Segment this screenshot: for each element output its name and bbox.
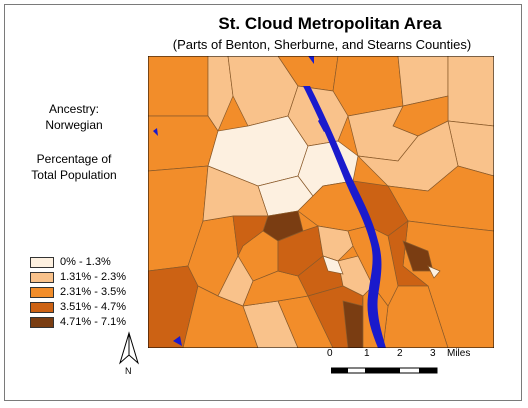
ancestry-heading: Ancestry: (48, 102, 99, 116)
lake (173, 336, 182, 346)
legend-label: 1.31% - 2.3% (60, 271, 127, 283)
scale-tick-label: 3 (430, 348, 436, 359)
scale-unit: Miles (447, 348, 471, 359)
census-tract (447, 56, 494, 127)
legend-item: 2.31% - 3.5% (30, 285, 126, 299)
legend-swatch (30, 316, 54, 328)
census-tract (207, 56, 234, 132)
ancestry-value: Norwegian (45, 118, 103, 132)
legend-swatch (30, 301, 54, 313)
legend-label: 0% - 1.3% (60, 256, 111, 268)
census-tract (148, 56, 209, 117)
legend-item: 0% - 1.3% (30, 255, 126, 269)
legend-label: 2.31% - 3.5% (60, 286, 127, 298)
legend-swatch (30, 271, 54, 283)
ancestry-label: Ancestry: Norwegian (10, 101, 138, 133)
legend: 0% - 1.3% 1.31% - 2.3% 2.31% - 3.5% 3.51… (30, 255, 126, 330)
scale-tick-label: 1 (364, 348, 370, 359)
lake (308, 56, 314, 64)
legend-item: 4.71% - 7.1% (30, 315, 126, 329)
legend-label: 4.71% - 7.1% (60, 316, 127, 328)
map-subtitle: (Parts of Benton, Sherburne, and Stearns… (172, 37, 472, 52)
census-tract (317, 225, 354, 262)
choropleth-map (148, 56, 494, 348)
census-tract (342, 300, 364, 348)
scale-tick-label: 0 (327, 348, 333, 359)
north-arrow-icon (119, 331, 139, 365)
census-tract (148, 115, 219, 172)
legend-swatch (30, 256, 54, 268)
percentage-line1: Percentage of (36, 152, 112, 166)
river (303, 86, 386, 348)
scale-tick-label: 2 (397, 348, 403, 359)
map-title: St. Cloud Metropolitan Area (218, 14, 442, 33)
north-label: N (125, 366, 132, 376)
census-tract (332, 56, 404, 117)
legend-item: 3.51% - 4.7% (30, 300, 126, 314)
percentage-line2: Total Population (31, 168, 117, 182)
census-tract (322, 255, 344, 275)
legend-item: 1.31% - 2.3% (30, 270, 126, 284)
legend-swatch (30, 286, 54, 298)
lake (153, 128, 158, 136)
percentage-label: Percentage of Total Population (10, 151, 138, 183)
legend-label: 3.51% - 4.7% (60, 301, 127, 313)
census-tract (427, 265, 441, 279)
scale-bar-graphic (331, 367, 438, 374)
lake (318, 116, 328, 132)
